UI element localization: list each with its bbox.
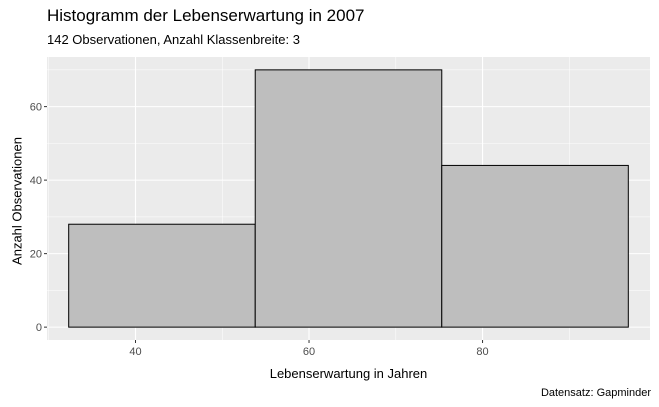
x-axis-ticks: 40 60 80: [129, 340, 489, 358]
y-tick-label: 40: [30, 175, 42, 187]
chart-title: Histogramm der Lebenserwartung in 2007: [47, 6, 365, 25]
x-axis-label: Lebenserwartung in Jahren: [269, 366, 428, 381]
y-axis-ticks: 0 20 40 60: [30, 102, 47, 334]
y-tick-label: 60: [30, 102, 42, 114]
y-axis-label: Anzahl Observationen: [9, 137, 25, 265]
histogram-bar: [254, 69, 443, 328]
y-tick-label: 0: [36, 322, 42, 334]
x-tick-label: 60: [303, 346, 315, 358]
x-tick-label: 80: [476, 346, 488, 358]
chart-subtitle: 142 Observationen, Anzahl Klassenbreite:…: [47, 32, 300, 47]
y-tick-label: 20: [30, 249, 42, 261]
x-tick-label: 40: [129, 346, 141, 358]
chart-caption: Datensatz: Gapminder: [540, 387, 651, 399]
histogram-bar: [441, 164, 629, 328]
histogram-bars: [68, 69, 629, 328]
histogram-bar: [68, 223, 256, 328]
